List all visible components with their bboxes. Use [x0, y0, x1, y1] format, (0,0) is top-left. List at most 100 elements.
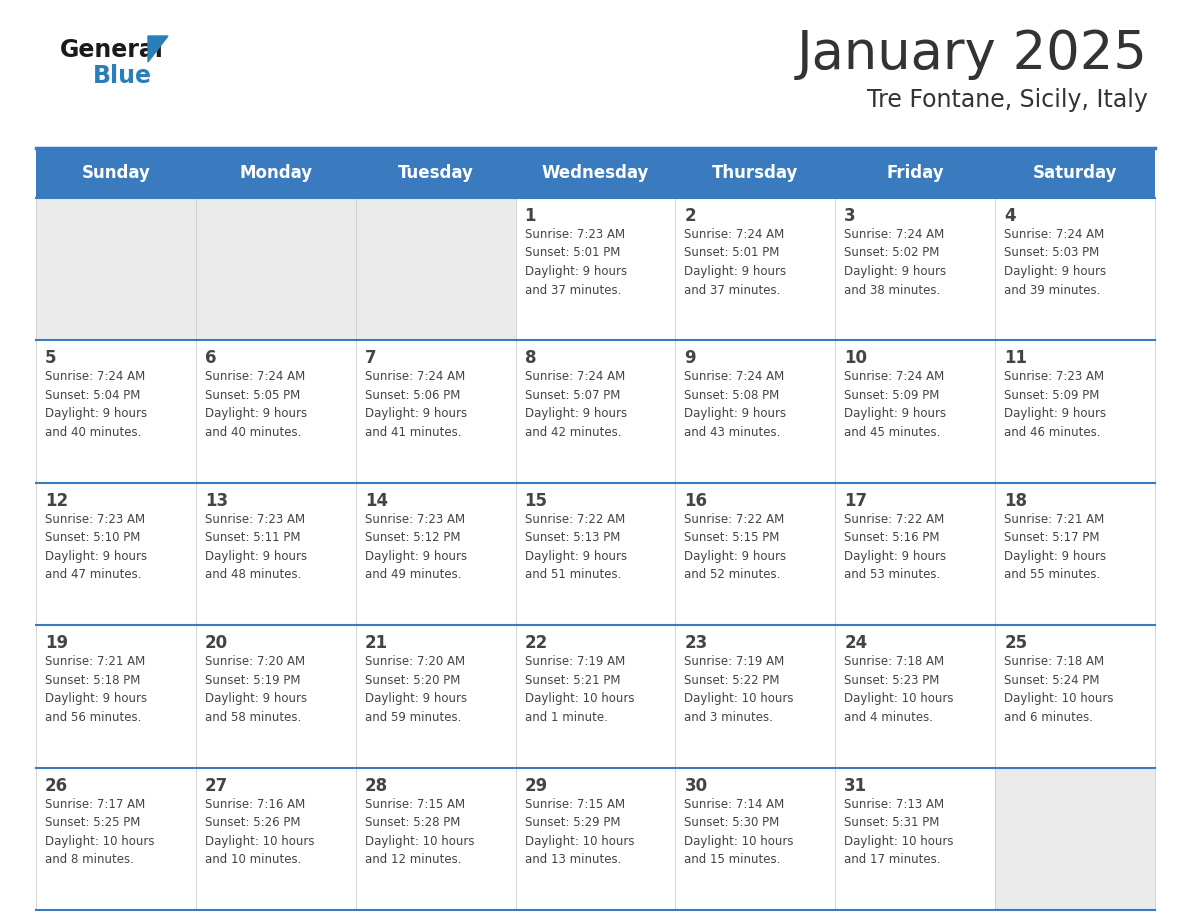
Text: Sunrise: 7:21 AM
Sunset: 5:17 PM
Daylight: 9 hours
and 55 minutes.: Sunrise: 7:21 AM Sunset: 5:17 PM Dayligh… — [1004, 513, 1106, 581]
Text: Sunrise: 7:17 AM
Sunset: 5:25 PM
Daylight: 10 hours
and 8 minutes.: Sunrise: 7:17 AM Sunset: 5:25 PM Dayligh… — [45, 798, 154, 866]
Text: Sunrise: 7:23 AM
Sunset: 5:10 PM
Daylight: 9 hours
and 47 minutes.: Sunrise: 7:23 AM Sunset: 5:10 PM Dayligh… — [45, 513, 147, 581]
Bar — [835, 148, 996, 198]
Text: 27: 27 — [204, 777, 228, 795]
Bar — [516, 767, 676, 910]
Bar — [36, 483, 196, 625]
Text: Sunrise: 7:24 AM
Sunset: 5:09 PM
Daylight: 9 hours
and 45 minutes.: Sunrise: 7:24 AM Sunset: 5:09 PM Dayligh… — [845, 370, 947, 439]
Bar — [996, 198, 1155, 341]
Text: 17: 17 — [845, 492, 867, 509]
Text: 2: 2 — [684, 207, 696, 225]
Bar — [996, 341, 1155, 483]
Text: Sunrise: 7:23 AM
Sunset: 5:12 PM
Daylight: 9 hours
and 49 minutes.: Sunrise: 7:23 AM Sunset: 5:12 PM Dayligh… — [365, 513, 467, 581]
Text: 21: 21 — [365, 634, 387, 652]
Text: Sunrise: 7:23 AM
Sunset: 5:09 PM
Daylight: 9 hours
and 46 minutes.: Sunrise: 7:23 AM Sunset: 5:09 PM Dayligh… — [1004, 370, 1106, 439]
Bar — [36, 198, 196, 341]
Text: Sunrise: 7:19 AM
Sunset: 5:21 PM
Daylight: 10 hours
and 1 minute.: Sunrise: 7:19 AM Sunset: 5:21 PM Dayligh… — [525, 655, 634, 723]
Text: Tre Fontane, Sicily, Italy: Tre Fontane, Sicily, Italy — [867, 88, 1148, 112]
Bar — [676, 341, 835, 483]
Text: Sunrise: 7:18 AM
Sunset: 5:23 PM
Daylight: 10 hours
and 4 minutes.: Sunrise: 7:18 AM Sunset: 5:23 PM Dayligh… — [845, 655, 954, 723]
Bar — [996, 483, 1155, 625]
Bar — [355, 483, 516, 625]
Text: Thursday: Thursday — [712, 164, 798, 182]
Bar — [676, 198, 835, 341]
Text: 19: 19 — [45, 634, 68, 652]
Text: 8: 8 — [525, 350, 536, 367]
Text: Sunrise: 7:21 AM
Sunset: 5:18 PM
Daylight: 9 hours
and 56 minutes.: Sunrise: 7:21 AM Sunset: 5:18 PM Dayligh… — [45, 655, 147, 723]
Bar — [835, 483, 996, 625]
Bar — [516, 625, 676, 767]
Bar — [196, 198, 355, 341]
Text: 31: 31 — [845, 777, 867, 795]
Text: Sunrise: 7:22 AM
Sunset: 5:15 PM
Daylight: 9 hours
and 52 minutes.: Sunrise: 7:22 AM Sunset: 5:15 PM Dayligh… — [684, 513, 786, 581]
Bar — [516, 341, 676, 483]
Text: Sunrise: 7:24 AM
Sunset: 5:08 PM
Daylight: 9 hours
and 43 minutes.: Sunrise: 7:24 AM Sunset: 5:08 PM Dayligh… — [684, 370, 786, 439]
Text: Sunrise: 7:14 AM
Sunset: 5:30 PM
Daylight: 10 hours
and 15 minutes.: Sunrise: 7:14 AM Sunset: 5:30 PM Dayligh… — [684, 798, 794, 866]
Bar — [196, 625, 355, 767]
Text: Monday: Monday — [239, 164, 312, 182]
Text: 26: 26 — [45, 777, 68, 795]
Text: 13: 13 — [204, 492, 228, 509]
Text: 6: 6 — [204, 350, 216, 367]
Text: Sunrise: 7:18 AM
Sunset: 5:24 PM
Daylight: 10 hours
and 6 minutes.: Sunrise: 7:18 AM Sunset: 5:24 PM Dayligh… — [1004, 655, 1113, 723]
Text: 30: 30 — [684, 777, 708, 795]
Polygon shape — [148, 36, 168, 62]
Text: Sunrise: 7:24 AM
Sunset: 5:05 PM
Daylight: 9 hours
and 40 minutes.: Sunrise: 7:24 AM Sunset: 5:05 PM Dayligh… — [204, 370, 307, 439]
Text: 29: 29 — [525, 777, 548, 795]
Text: Tuesday: Tuesday — [398, 164, 474, 182]
Text: 12: 12 — [45, 492, 68, 509]
Text: Sunrise: 7:16 AM
Sunset: 5:26 PM
Daylight: 10 hours
and 10 minutes.: Sunrise: 7:16 AM Sunset: 5:26 PM Dayligh… — [204, 798, 315, 866]
Bar — [676, 483, 835, 625]
Text: January 2025: January 2025 — [797, 28, 1148, 80]
Text: 28: 28 — [365, 777, 387, 795]
Text: 23: 23 — [684, 634, 708, 652]
Text: 24: 24 — [845, 634, 867, 652]
Text: Sunrise: 7:15 AM
Sunset: 5:28 PM
Daylight: 10 hours
and 12 minutes.: Sunrise: 7:15 AM Sunset: 5:28 PM Dayligh… — [365, 798, 474, 866]
Text: General: General — [61, 38, 164, 62]
Text: Sunrise: 7:24 AM
Sunset: 5:06 PM
Daylight: 9 hours
and 41 minutes.: Sunrise: 7:24 AM Sunset: 5:06 PM Dayligh… — [365, 370, 467, 439]
Text: Blue: Blue — [93, 64, 152, 88]
Text: Saturday: Saturday — [1032, 164, 1118, 182]
Text: 4: 4 — [1004, 207, 1016, 225]
Text: 18: 18 — [1004, 492, 1028, 509]
Bar — [355, 198, 516, 341]
Bar — [36, 341, 196, 483]
Text: Sunrise: 7:24 AM
Sunset: 5:01 PM
Daylight: 9 hours
and 37 minutes.: Sunrise: 7:24 AM Sunset: 5:01 PM Dayligh… — [684, 228, 786, 297]
Bar — [355, 148, 516, 198]
Bar — [36, 625, 196, 767]
Text: 11: 11 — [1004, 350, 1028, 367]
Text: 16: 16 — [684, 492, 707, 509]
Text: Sunrise: 7:13 AM
Sunset: 5:31 PM
Daylight: 10 hours
and 17 minutes.: Sunrise: 7:13 AM Sunset: 5:31 PM Dayligh… — [845, 798, 954, 866]
Text: Sunrise: 7:24 AM
Sunset: 5:07 PM
Daylight: 9 hours
and 42 minutes.: Sunrise: 7:24 AM Sunset: 5:07 PM Dayligh… — [525, 370, 627, 439]
Text: Sunrise: 7:24 AM
Sunset: 5:03 PM
Daylight: 9 hours
and 39 minutes.: Sunrise: 7:24 AM Sunset: 5:03 PM Dayligh… — [1004, 228, 1106, 297]
Text: 14: 14 — [365, 492, 387, 509]
Text: Sunrise: 7:24 AM
Sunset: 5:04 PM
Daylight: 9 hours
and 40 minutes.: Sunrise: 7:24 AM Sunset: 5:04 PM Dayligh… — [45, 370, 147, 439]
Bar — [516, 483, 676, 625]
Bar — [676, 767, 835, 910]
Bar — [36, 767, 196, 910]
Text: 7: 7 — [365, 350, 377, 367]
Bar — [355, 767, 516, 910]
Bar — [355, 341, 516, 483]
Text: 3: 3 — [845, 207, 855, 225]
Bar — [516, 198, 676, 341]
Bar — [516, 148, 676, 198]
Text: Sunrise: 7:20 AM
Sunset: 5:19 PM
Daylight: 9 hours
and 58 minutes.: Sunrise: 7:20 AM Sunset: 5:19 PM Dayligh… — [204, 655, 307, 723]
Text: 1: 1 — [525, 207, 536, 225]
Bar — [676, 148, 835, 198]
Text: Sunrise: 7:19 AM
Sunset: 5:22 PM
Daylight: 10 hours
and 3 minutes.: Sunrise: 7:19 AM Sunset: 5:22 PM Dayligh… — [684, 655, 794, 723]
Bar — [835, 341, 996, 483]
Text: 10: 10 — [845, 350, 867, 367]
Text: 5: 5 — [45, 350, 57, 367]
Bar — [835, 625, 996, 767]
Text: Sunrise: 7:20 AM
Sunset: 5:20 PM
Daylight: 9 hours
and 59 minutes.: Sunrise: 7:20 AM Sunset: 5:20 PM Dayligh… — [365, 655, 467, 723]
Text: Sunrise: 7:22 AM
Sunset: 5:16 PM
Daylight: 9 hours
and 53 minutes.: Sunrise: 7:22 AM Sunset: 5:16 PM Dayligh… — [845, 513, 947, 581]
Text: Sunrise: 7:23 AM
Sunset: 5:11 PM
Daylight: 9 hours
and 48 minutes.: Sunrise: 7:23 AM Sunset: 5:11 PM Dayligh… — [204, 513, 307, 581]
Text: Sunday: Sunday — [82, 164, 151, 182]
Bar — [196, 148, 355, 198]
Text: Friday: Friday — [886, 164, 944, 182]
Bar — [355, 625, 516, 767]
Text: 25: 25 — [1004, 634, 1028, 652]
Text: 20: 20 — [204, 634, 228, 652]
Bar — [996, 148, 1155, 198]
Bar — [835, 767, 996, 910]
